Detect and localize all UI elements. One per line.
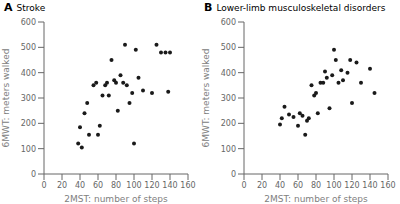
svg-text:160: 160 xyxy=(380,181,392,190)
svg-text:200: 200 xyxy=(221,119,236,128)
svg-text:140: 140 xyxy=(362,181,377,190)
svg-text:500: 500 xyxy=(221,43,236,52)
svg-text:100: 100 xyxy=(326,181,341,190)
svg-text:40: 40 xyxy=(75,181,85,190)
svg-text:0: 0 xyxy=(41,181,46,190)
svg-text:40: 40 xyxy=(275,181,285,190)
html-text:B Lower-limb musculoskeletal d: B Lower-limb musculoskeletal disorders xyxy=(204,1,386,14)
svg-text:20: 20 xyxy=(257,181,267,190)
svg-text:2MST: number of steps: 2MST: number of steps xyxy=(64,194,168,204)
svg-text:20: 20 xyxy=(57,181,67,190)
svg-text:600: 600 xyxy=(221,18,236,27)
svg-text:100: 100 xyxy=(221,145,236,154)
svg-text:60: 60 xyxy=(293,181,303,190)
svg-text:80: 80 xyxy=(311,181,321,190)
svg-text:200: 200 xyxy=(21,119,36,128)
svg-text:160: 160 xyxy=(180,181,195,190)
svg-text:400: 400 xyxy=(221,69,236,78)
html-text:A Stroke: A Stroke xyxy=(4,1,46,14)
svg-text:400: 400 xyxy=(21,69,36,78)
svg-text:500: 500 xyxy=(21,43,36,52)
svg-text:100: 100 xyxy=(21,145,36,154)
svg-text:6MWT: meters walked: 6MWT: meters walked xyxy=(8,49,11,148)
svg-text:60: 60 xyxy=(93,181,103,190)
svg-text:140: 140 xyxy=(162,181,177,190)
svg-text:0: 0 xyxy=(231,170,236,179)
svg-text:2MST: number of steps: 2MST: number of steps xyxy=(264,194,368,204)
svg-text:6MWT: meters walked: 6MWT: meters walked xyxy=(201,49,211,148)
svg-text:600: 600 xyxy=(21,18,36,27)
svg-text:120: 120 xyxy=(344,181,359,190)
svg-text:80: 80 xyxy=(111,181,121,190)
svg-text:120: 120 xyxy=(144,181,159,190)
svg-text:0: 0 xyxy=(31,170,36,179)
svg-text:300: 300 xyxy=(21,94,36,103)
svg-text:0: 0 xyxy=(241,181,246,190)
svg-text:100: 100 xyxy=(126,181,141,190)
svg-text:300: 300 xyxy=(221,94,236,103)
